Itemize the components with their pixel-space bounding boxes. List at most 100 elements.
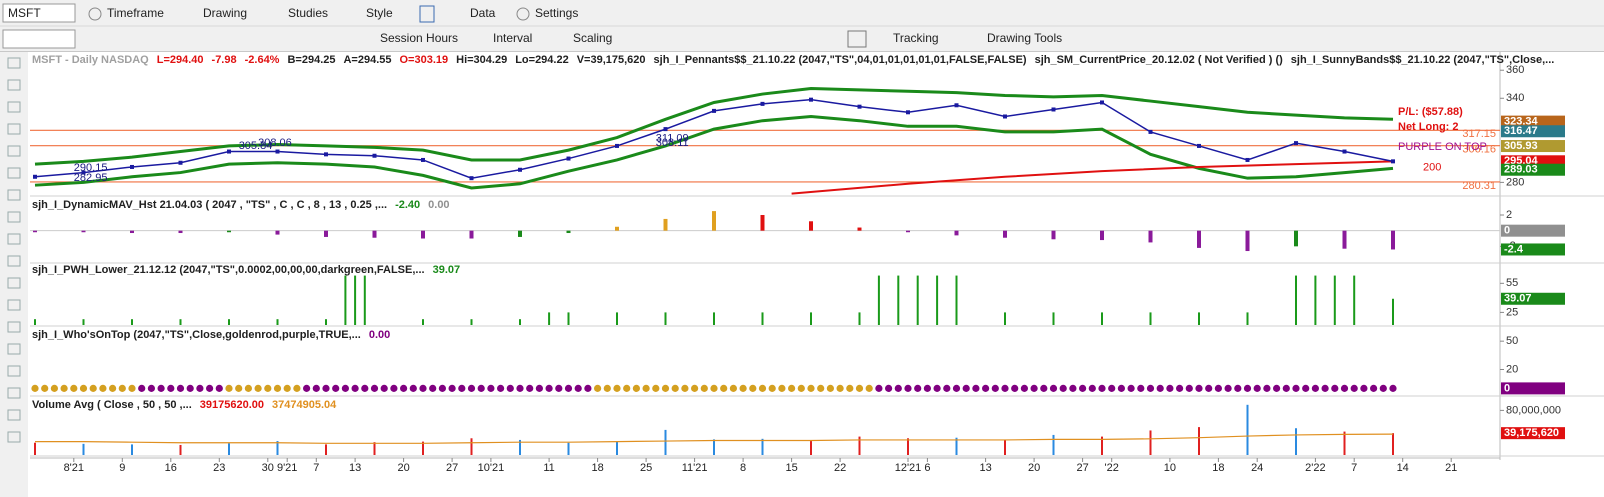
histogram-bar — [130, 230, 134, 234]
pwh-bar — [1295, 275, 1297, 325]
menu-button[interactable]: Timeframe — [107, 6, 164, 20]
state-dot — [807, 384, 815, 392]
menu-button[interactable]: Session Hours — [380, 31, 458, 45]
state-dot — [904, 384, 912, 392]
volume-bar — [1198, 427, 1200, 455]
state-dot — [1137, 384, 1145, 392]
volume-bar — [179, 444, 182, 455]
state-dot — [341, 384, 349, 392]
state-dot — [817, 384, 825, 392]
state-dot — [885, 384, 893, 392]
pane-header: L=294.40 — [157, 54, 204, 66]
value-box-label: -2.4 — [1504, 243, 1524, 255]
menu-button[interactable]: Studies — [288, 6, 328, 20]
histogram-bar — [1342, 230, 1347, 249]
state-dot — [206, 384, 214, 392]
tool-icon — [7, 255, 21, 267]
volume-avg — [35, 433, 1394, 444]
state-dot — [429, 384, 437, 392]
icon — [88, 7, 102, 21]
menu-button[interactable]: Tracking — [893, 31, 939, 45]
x-tick-label: 8'21 — [64, 462, 84, 474]
x-tick-label: 14 — [1397, 462, 1409, 474]
state-dot — [613, 384, 621, 392]
state-dot — [516, 384, 524, 392]
state-dot — [1205, 384, 1213, 392]
histogram-bar — [954, 230, 959, 236]
close-marker — [1100, 100, 1104, 105]
state-dot — [1389, 384, 1397, 392]
state-dot — [1292, 384, 1300, 392]
tool-icon — [7, 431, 21, 443]
value-box-label: 0 — [1504, 382, 1510, 394]
menu-button[interactable]: Settings — [535, 6, 578, 20]
menu-button[interactable]: Scaling — [573, 31, 612, 45]
value-box — [1501, 243, 1565, 256]
menu-button[interactable]: Drawing — [203, 6, 247, 20]
x-tick-label: '22 — [1105, 462, 1119, 474]
state-dot — [332, 384, 340, 392]
state-dot — [1360, 384, 1368, 392]
state-dot — [1302, 384, 1310, 392]
interval-input[interactable] — [2, 29, 76, 49]
x-tick-label: 10 — [1164, 462, 1176, 474]
x-tick-label: 9 — [119, 462, 125, 474]
close-marker — [857, 104, 862, 109]
volume-bar — [955, 437, 958, 455]
menu-button[interactable]: Style — [366, 6, 393, 20]
close-marker — [1051, 107, 1056, 112]
pwh-bar — [470, 319, 473, 325]
close-marker — [1391, 159, 1395, 164]
state-dot — [914, 384, 922, 392]
menu-button[interactable]: Interval — [493, 31, 532, 45]
tool-icon — [7, 79, 21, 91]
close-marker — [1003, 114, 1007, 119]
state-dot — [41, 384, 49, 392]
x-tick-label: 12'21 — [895, 462, 922, 474]
state-dot — [1117, 384, 1125, 392]
histogram-bar — [324, 230, 328, 237]
pwh-bar — [1149, 312, 1152, 325]
state-dot — [186, 384, 194, 392]
level-label: 306.16 — [1462, 144, 1496, 156]
state-dot — [264, 384, 272, 392]
state-dot — [176, 384, 185, 392]
state-dot — [1049, 384, 1058, 392]
value-box-label: 39.07 — [1504, 293, 1532, 305]
state-dot — [584, 384, 592, 392]
state-dot — [778, 384, 786, 392]
value-box — [1501, 140, 1565, 153]
y-tick-label: 25 — [1506, 306, 1518, 318]
state-dot — [506, 384, 514, 392]
volume-bar — [761, 438, 764, 455]
pane-header: sjh_I_DynamicMAV_Hst 21.04.03 ( 2047 , "… — [32, 199, 387, 211]
close-marker — [178, 160, 183, 165]
volume-bar — [276, 441, 279, 455]
value-box-label: 305.93 — [1504, 140, 1538, 152]
menu-button[interactable]: Drawing Tools — [987, 31, 1062, 45]
state-dot — [60, 384, 68, 392]
pwh-bar — [713, 312, 715, 325]
volume-bar — [228, 443, 230, 455]
state-dot — [875, 384, 883, 392]
tool-icon — [7, 299, 21, 311]
pwh-bar — [1004, 312, 1006, 325]
state-dot — [31, 384, 39, 392]
menu-button[interactable]: Data — [470, 6, 496, 20]
close-marker — [1245, 157, 1250, 162]
state-dot — [283, 384, 291, 392]
x-tick-label: 13 — [979, 462, 991, 474]
histogram-bar — [760, 215, 765, 231]
value-box — [1501, 292, 1565, 305]
symbol-input[interactable] — [2, 3, 76, 23]
pwh-bar — [1246, 312, 1249, 325]
value-box-label: 0 — [1504, 225, 1510, 237]
x-tick-label: 24 — [1251, 462, 1263, 474]
pwh-bar — [897, 275, 900, 325]
symbol[interactable]: MSFT — [8, 6, 41, 20]
state-dot — [147, 384, 155, 392]
histogram-bar — [615, 226, 619, 231]
y-tick-label: 280 — [1506, 176, 1524, 188]
pane-header: sjh_I_Who'sOnTop (2047,"TS",Close,golden… — [32, 329, 361, 341]
